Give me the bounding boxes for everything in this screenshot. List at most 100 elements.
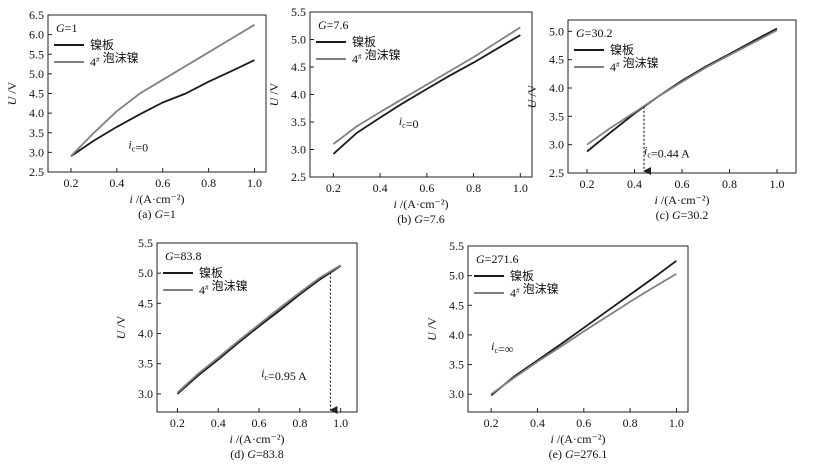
panel-caption: (e) G=276.1 — [549, 447, 608, 461]
plot-frame — [47, 14, 267, 173]
x-tick-label: 0.6 — [576, 416, 591, 430]
x-axis-label: i /(A·cm⁻²) — [655, 193, 710, 207]
x-tick-label: 0.8 — [623, 416, 638, 430]
y-tick-label: 3.0 — [138, 387, 153, 401]
x-tick-label: 1.0 — [669, 416, 684, 430]
x-tick-label: 1.0 — [513, 181, 528, 195]
x-tick-label: 0.6 — [675, 177, 690, 191]
series-line-nickel-foam — [70, 24, 255, 157]
y-axis-label: U /V — [5, 81, 19, 105]
y-tick-label: 5.0 — [549, 24, 564, 38]
y-tick-label: 2.5 — [29, 165, 44, 179]
x-tick-label: 0.6 — [252, 416, 267, 430]
y-tick-label: 5.5 — [29, 47, 44, 61]
legend-label: 镍板 — [352, 35, 376, 49]
y-tick-label: 4.5 — [291, 60, 306, 74]
x-tick-label: 0.8 — [466, 181, 481, 195]
x-axis-label: i /(A·cm⁻²) — [551, 432, 606, 446]
y-axis-label: U /V — [114, 315, 128, 339]
x-tick-label: 0.4 — [530, 416, 545, 430]
x-tick-label: 0.4 — [109, 176, 124, 190]
panel-caption: (c) G=30.2 — [656, 208, 709, 222]
y-tick-label: 5.5 — [449, 239, 464, 253]
x-tick-label: 0.6 — [419, 181, 434, 195]
y-axis-label: U /V — [525, 84, 539, 108]
x-tick-label: 0.2 — [484, 416, 499, 430]
legend-label: 镍板 — [199, 266, 223, 280]
x-tick-label: 0.8 — [201, 176, 216, 190]
y-tick-label: 3.5 — [549, 109, 564, 123]
x-tick-label: 1.0 — [770, 177, 785, 191]
chart-panel: 3.0 3.5 4.0 4.5 5.0 5.5 0.2 0.4 0.6 0.8 1.0 U /V i /… — [114, 236, 358, 461]
y-tick-label: 4.5 — [549, 53, 564, 67]
y-tick-label: 3.5 — [29, 126, 44, 140]
y-tick-label: 5.0 — [138, 266, 153, 280]
y-tick-label: 4.5 — [29, 87, 44, 101]
critical-current-annotation: ic=0 — [128, 137, 148, 154]
legend-label: 镍板 — [610, 43, 634, 57]
series-line-nickel-foam — [586, 29, 778, 146]
series-line-nickel-plate — [490, 260, 677, 397]
x-tick-label: 1.0 — [247, 176, 262, 190]
y-tick-label: 3.5 — [138, 357, 153, 371]
x-tick-label: 0.4 — [627, 177, 642, 191]
y-tick-label: 4.0 — [138, 327, 153, 341]
series-line-nickel-plate — [586, 27, 778, 153]
y-tick-label: 5.5 — [138, 236, 153, 250]
chart-panel: 3.0 3.5 4.0 4.5 5.0 5.5 0.2 0.4 0.6 0.8 1.0 U /V i /… — [425, 239, 689, 461]
panel-caption: (d) G=83.8 — [230, 447, 283, 461]
y-tick-label: 6.5 — [29, 8, 44, 22]
y-tick-label: 4.5 — [138, 296, 153, 310]
x-axis-label: i /(A·cm⁻²) — [130, 192, 185, 206]
plot-frame — [309, 11, 533, 178]
series-line-nickel-foam — [332, 26, 521, 145]
legend-label: 4# 泡沫镍 — [352, 48, 401, 66]
legend-label: 镍板 — [510, 269, 534, 283]
panel-caption: (a) G=1 — [138, 207, 176, 221]
plot-frame — [467, 245, 689, 413]
critical-current-annotation: ic=0.44 A — [644, 143, 690, 160]
y-tick-label: 5.0 — [291, 33, 306, 47]
y-tick-label: 4.0 — [549, 81, 564, 95]
y-tick-label: 2.5 — [549, 166, 564, 180]
y-tick-label: 4.0 — [449, 328, 464, 342]
y-axis-label: U /V — [425, 317, 439, 341]
legend-title: G=271.6 — [476, 252, 518, 266]
panel-caption: (b) G=7.6 — [397, 212, 444, 226]
y-tick-label: 4.0 — [29, 106, 44, 120]
y-tick-label: 6.0 — [29, 28, 44, 42]
critical-current-annotation: ic=∞ — [491, 339, 513, 356]
x-tick-label: 1.0 — [333, 416, 348, 430]
critical-current-annotation: ic=0.95 A — [261, 366, 307, 383]
y-tick-label: 3.5 — [449, 358, 464, 372]
y-tick-label: 3.0 — [549, 138, 564, 152]
x-axis-label: i /(A·cm⁻²) — [394, 197, 449, 211]
critical-current-annotation: ic=0 — [399, 114, 419, 131]
chart-panel: 2.5 3.0 3.5 4.0 4.5 5.0 5.5 6.0 6.5 0.2 0.4 0.6 0.8 1… — [5, 8, 267, 221]
x-tick-label: 0.4 — [373, 181, 388, 195]
legend-title: G=30.2 — [576, 26, 612, 40]
legend-title: G=7.6 — [318, 18, 348, 32]
x-tick-label: 0.6 — [155, 176, 170, 190]
series-line-nickel-plate — [70, 59, 255, 158]
y-tick-label: 5.0 — [29, 67, 44, 81]
x-tick-label: 0.2 — [63, 176, 78, 190]
x-tick-label: 0.8 — [722, 177, 737, 191]
x-tick-label: 0.2 — [326, 181, 341, 195]
series-line-nickel-plate — [332, 34, 521, 155]
y-tick-label: 3.0 — [449, 387, 464, 401]
legend-title: G=1 — [56, 21, 77, 35]
legend-label: 4# 泡沫镍 — [199, 279, 248, 297]
y-axis-label: U /V — [267, 82, 281, 106]
series-line-nickel-foam — [176, 264, 342, 394]
chart-panel: 2.5 3.0 3.5 4.0 4.5 5.0 0.2 0.4 0.6 0.8 1.0 U /V i /… — [525, 19, 797, 222]
y-tick-label: 4.5 — [449, 298, 464, 312]
x-tick-label: 0.2 — [580, 177, 595, 191]
y-tick-label: 5.5 — [291, 5, 306, 19]
legend-label: 4# 泡沫镍 — [90, 51, 139, 69]
y-tick-label: 3.0 — [291, 143, 306, 157]
y-tick-label: 3.5 — [291, 115, 306, 129]
series-line-nickel-foam — [490, 273, 677, 395]
chart-panel: 2.5 3.0 3.5 4.0 4.5 5.0 5.5 0.2 0.4 0.6 0.8 1.0 U /V… — [267, 5, 533, 226]
